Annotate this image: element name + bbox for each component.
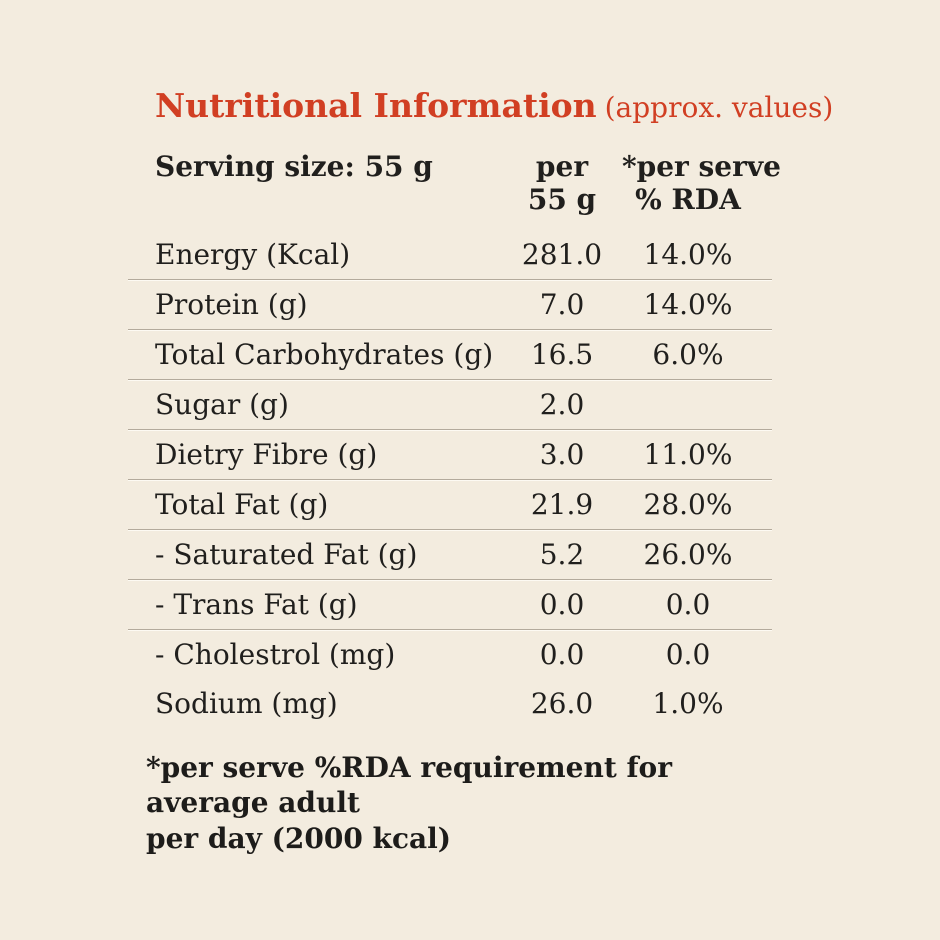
row-label: Total Fat (g) xyxy=(128,480,502,530)
row-per-55g-value: 0.0 xyxy=(539,637,585,671)
row-rda-value: 11.0% xyxy=(622,430,772,480)
rda-header-line1: *per serve xyxy=(622,149,781,183)
nutrition-table: Serving size: 55 g per 55 g *per serve %… xyxy=(128,149,781,728)
row-rda-value: 0.0 xyxy=(665,637,711,671)
row-per-55g-value: 281.0 xyxy=(502,230,622,280)
per-55g-header-line2: 55 g xyxy=(527,182,597,216)
per-55g-column-header: per 55 g xyxy=(502,150,622,230)
table-header: Serving size: 55 g per 55 g *per serve %… xyxy=(128,149,781,230)
table-row-total-fat: Total Fat (g) 21.9 28.0% xyxy=(128,480,772,530)
row-per-55g-value: 0.0 xyxy=(502,580,622,630)
row-per-55g-value: 5.2 xyxy=(502,530,622,580)
rda-footnote: *per serve %RDA requirement for average … xyxy=(146,750,772,857)
rda-column-header: *per serve % RDA xyxy=(622,149,781,230)
row-rda-value: 26.0% xyxy=(622,530,772,580)
row-per-55g-value: 3.0 xyxy=(502,430,622,480)
rda-header-line2: % RDA xyxy=(635,182,741,216)
row-label: Sodium (mg) xyxy=(155,686,338,720)
row-rda-value: 0.0 xyxy=(622,580,772,630)
title-main: Nutritional Information xyxy=(155,86,597,125)
table-row-energy: Energy (Kcal) 281.0 14.0% xyxy=(128,230,772,280)
row-label: - Trans Fat (g) xyxy=(128,580,502,630)
footnote-line1: *per serve %RDA requirement for average … xyxy=(146,750,672,820)
row-rda-value: 14.0% xyxy=(622,230,772,280)
table-row-sodium: Sodium (mg) 26.0 1.0% xyxy=(128,679,772,728)
row-per-55g-value: 26.0 xyxy=(530,686,594,720)
row-label: - Saturated Fat (g) xyxy=(128,530,502,580)
row-label: Protein (g) xyxy=(128,280,502,330)
table-row-total-carbohydrates: Total Carbohydrates (g) 16.5 6.0% xyxy=(128,330,772,380)
table-row-dietry-fibre: Dietry Fibre (g) 3.0 11.0% xyxy=(128,430,772,480)
table-row-sugar: Sugar (g) 2.0 xyxy=(128,380,772,430)
row-per-55g-value: 16.5 xyxy=(502,330,622,380)
row-rda-value: 28.0% xyxy=(622,480,772,530)
row-rda-value: 1.0% xyxy=(652,686,724,720)
row-label: Total Carbohydrates (g) xyxy=(128,330,502,380)
row-label: Dietry Fibre (g) xyxy=(128,430,502,480)
row-per-55g-value: 7.0 xyxy=(502,280,622,330)
row-rda-value: 6.0% xyxy=(622,330,772,380)
title-suffix: (approx. values) xyxy=(604,91,834,124)
row-per-55g-value: 21.9 xyxy=(502,480,622,530)
row-label: - Cholestrol (mg) xyxy=(155,637,396,671)
table-row-trans-fat: - Trans Fat (g) 0.0 0.0 xyxy=(128,580,772,630)
row-per-55g-value: 2.0 xyxy=(502,380,622,430)
footnote-line2: per day (2000 kcal) xyxy=(146,821,452,855)
table-row-saturated-fat: - Saturated Fat (g) 5.2 26.0% xyxy=(128,530,772,580)
table-row-protein: Protein (g) 7.0 14.0% xyxy=(128,280,772,330)
row-label: Sugar (g) xyxy=(128,380,502,430)
per-55g-header-line1: per xyxy=(535,149,589,183)
page-title: Nutritional Information (approx. values) xyxy=(155,86,833,126)
row-label: Energy (Kcal) xyxy=(128,230,502,280)
serving-size-header: Serving size: 55 g xyxy=(155,149,433,183)
row-rda-value xyxy=(622,380,772,430)
row-rda-value: 14.0% xyxy=(622,280,772,330)
nutrition-label: Nutritional Information (approx. values) … xyxy=(128,86,833,857)
table-row-cholestrol: - Cholestrol (mg) 0.0 0.0 xyxy=(128,630,772,679)
